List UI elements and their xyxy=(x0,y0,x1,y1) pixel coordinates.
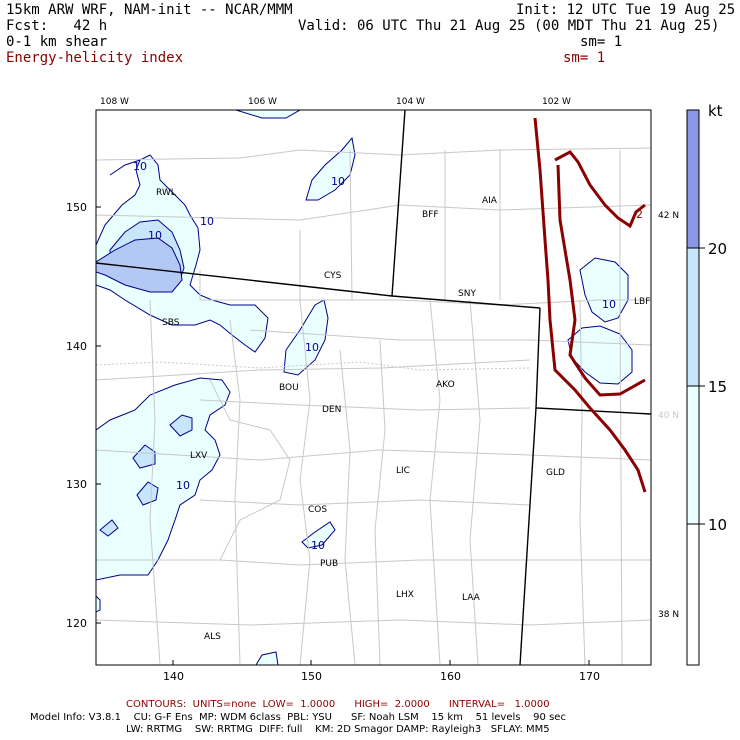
shear-cell-4 xyxy=(99,519,119,537)
state-borders xyxy=(96,110,651,665)
contour-label: 10 xyxy=(305,341,319,354)
shear-cell-1 xyxy=(169,414,193,437)
y-tick-label: 120 xyxy=(66,617,87,630)
y-tick-label: 130 xyxy=(66,478,87,491)
model-info-line-2: LW: RRTMG SW: RRTMG DIFF: full KM: 2D Sm… xyxy=(126,724,550,735)
contour-label: 2 xyxy=(636,208,643,221)
longitude-labels: 108 W 106 W 104 W 102 W xyxy=(100,97,571,107)
field-name-shear: 0-1 km shear xyxy=(6,34,108,50)
station-label: LAA xyxy=(462,593,481,603)
x-axis-ticks: 140 150 160 170 xyxy=(163,660,600,683)
shear-cell-2 xyxy=(132,444,156,469)
shear-cells xyxy=(99,414,193,537)
shear-dark-rwl xyxy=(96,237,183,293)
contour-label: 10 xyxy=(176,479,190,492)
ehi-contour-2 xyxy=(556,164,646,397)
field-name-ehi: Energy-helicity index xyxy=(6,50,184,66)
colorbar-band-mid xyxy=(686,247,700,387)
x-tick-label: 150 xyxy=(301,670,322,683)
contour-label: 10 xyxy=(331,175,345,188)
station-label: PUB xyxy=(320,559,338,569)
station-labels: RWL BFF AIA CYS SNY SBS LBF BOU DEN AKO … xyxy=(156,188,650,642)
station-label: LHX xyxy=(396,590,414,600)
contours-info: CONTOURS: UNITS=none LOW= 1.0000 HIGH= 2… xyxy=(126,699,550,710)
y-tick-label: 140 xyxy=(66,340,87,353)
valid-time: Valid: 06 UTC Thu 21 Aug 25 (00 MDT Thu … xyxy=(298,18,720,34)
colorbar-band-blank xyxy=(686,523,700,666)
colorbar-label: 10 xyxy=(708,516,727,534)
colorbar-label: 15 xyxy=(708,378,727,396)
ehi-contour-3 xyxy=(554,150,646,229)
y-axis-ticks: 150 140 130 120 xyxy=(66,201,101,630)
lon-label: 102 W xyxy=(542,97,571,107)
shear-region-bottom xyxy=(96,595,101,613)
station-label: SNY xyxy=(458,289,476,299)
shear-cell-3 xyxy=(136,481,159,506)
x-tick-label: 140 xyxy=(163,670,184,683)
colorbar-label: 20 xyxy=(708,240,727,258)
smoothing-shear: sm= 1 xyxy=(580,34,623,50)
model-info-line-1: Model Info: V3.8.1 CU: G-F Ens MP: WDM 6… xyxy=(30,712,566,723)
shear-region-east xyxy=(579,257,629,323)
map-frame xyxy=(95,109,652,666)
contour-label: 10 xyxy=(133,160,147,173)
contour-label: 10 xyxy=(602,298,616,311)
smoothing-ehi: sm= 1 xyxy=(563,50,606,66)
station-label: RWL xyxy=(156,188,176,198)
ehi-contour-1 xyxy=(533,117,647,493)
lat-label: 38 N xyxy=(658,610,679,620)
border-wy-ne xyxy=(391,110,406,297)
color-bar: kt 20 15 10 xyxy=(686,102,727,666)
station-label: GLD xyxy=(546,468,565,478)
model-title: 15km ARW WRF, NAM-init -- NCAR/MMM xyxy=(6,2,293,18)
x-tick-label: 160 xyxy=(440,670,461,683)
lon-label: 104 W xyxy=(396,97,425,107)
x-tick-label: 170 xyxy=(579,670,600,683)
init-time: Init: 12 UTC Tue 19 Aug 25 xyxy=(516,2,736,18)
station-label: LBF xyxy=(634,297,650,307)
colorbar-band-low xyxy=(686,385,700,525)
shear-region-north xyxy=(305,136,356,201)
latitude-labels: 42 N 40 N 38 N xyxy=(658,211,679,620)
station-label: LXV xyxy=(190,451,208,461)
shear-region-bottom2 xyxy=(255,651,279,665)
shear-region-west xyxy=(96,377,231,581)
station-label: AIA xyxy=(482,196,498,206)
shear-region-box xyxy=(235,110,302,119)
station-label: COS xyxy=(308,505,327,515)
helicity-contours xyxy=(533,117,647,493)
station-label: ALS xyxy=(204,632,221,642)
colorbar-band-top xyxy=(686,109,700,249)
station-label: CYS xyxy=(324,271,342,281)
lon-label: 108 W xyxy=(100,97,129,107)
shear-fill-regions xyxy=(96,110,633,665)
contour-label: 10 xyxy=(311,539,325,552)
contour-value-labels: 10 10 10 10 10 10 10 10 2 xyxy=(133,160,643,552)
contour-label: 10 xyxy=(200,215,214,228)
y-tick-label: 150 xyxy=(66,201,87,214)
colorbar-unit: kt xyxy=(708,102,723,120)
lat-label: 40 N xyxy=(658,411,679,421)
contour-label: 10 xyxy=(148,229,162,242)
station-label: AKO xyxy=(436,380,455,390)
station-label: SBS xyxy=(162,318,180,328)
station-label: BFF xyxy=(422,210,439,220)
station-label: DEN xyxy=(322,405,341,415)
shear-fill-dark xyxy=(96,237,183,293)
border-co-ks xyxy=(519,407,537,665)
forecast-hour: Fcst: 42 h xyxy=(6,18,108,34)
lon-label: 106 W xyxy=(248,97,277,107)
shear-contours xyxy=(109,159,141,176)
station-label: LIC xyxy=(396,466,410,476)
station-label: BOU xyxy=(279,383,299,393)
lat-label: 42 N xyxy=(658,211,679,221)
county-lines xyxy=(96,147,651,665)
